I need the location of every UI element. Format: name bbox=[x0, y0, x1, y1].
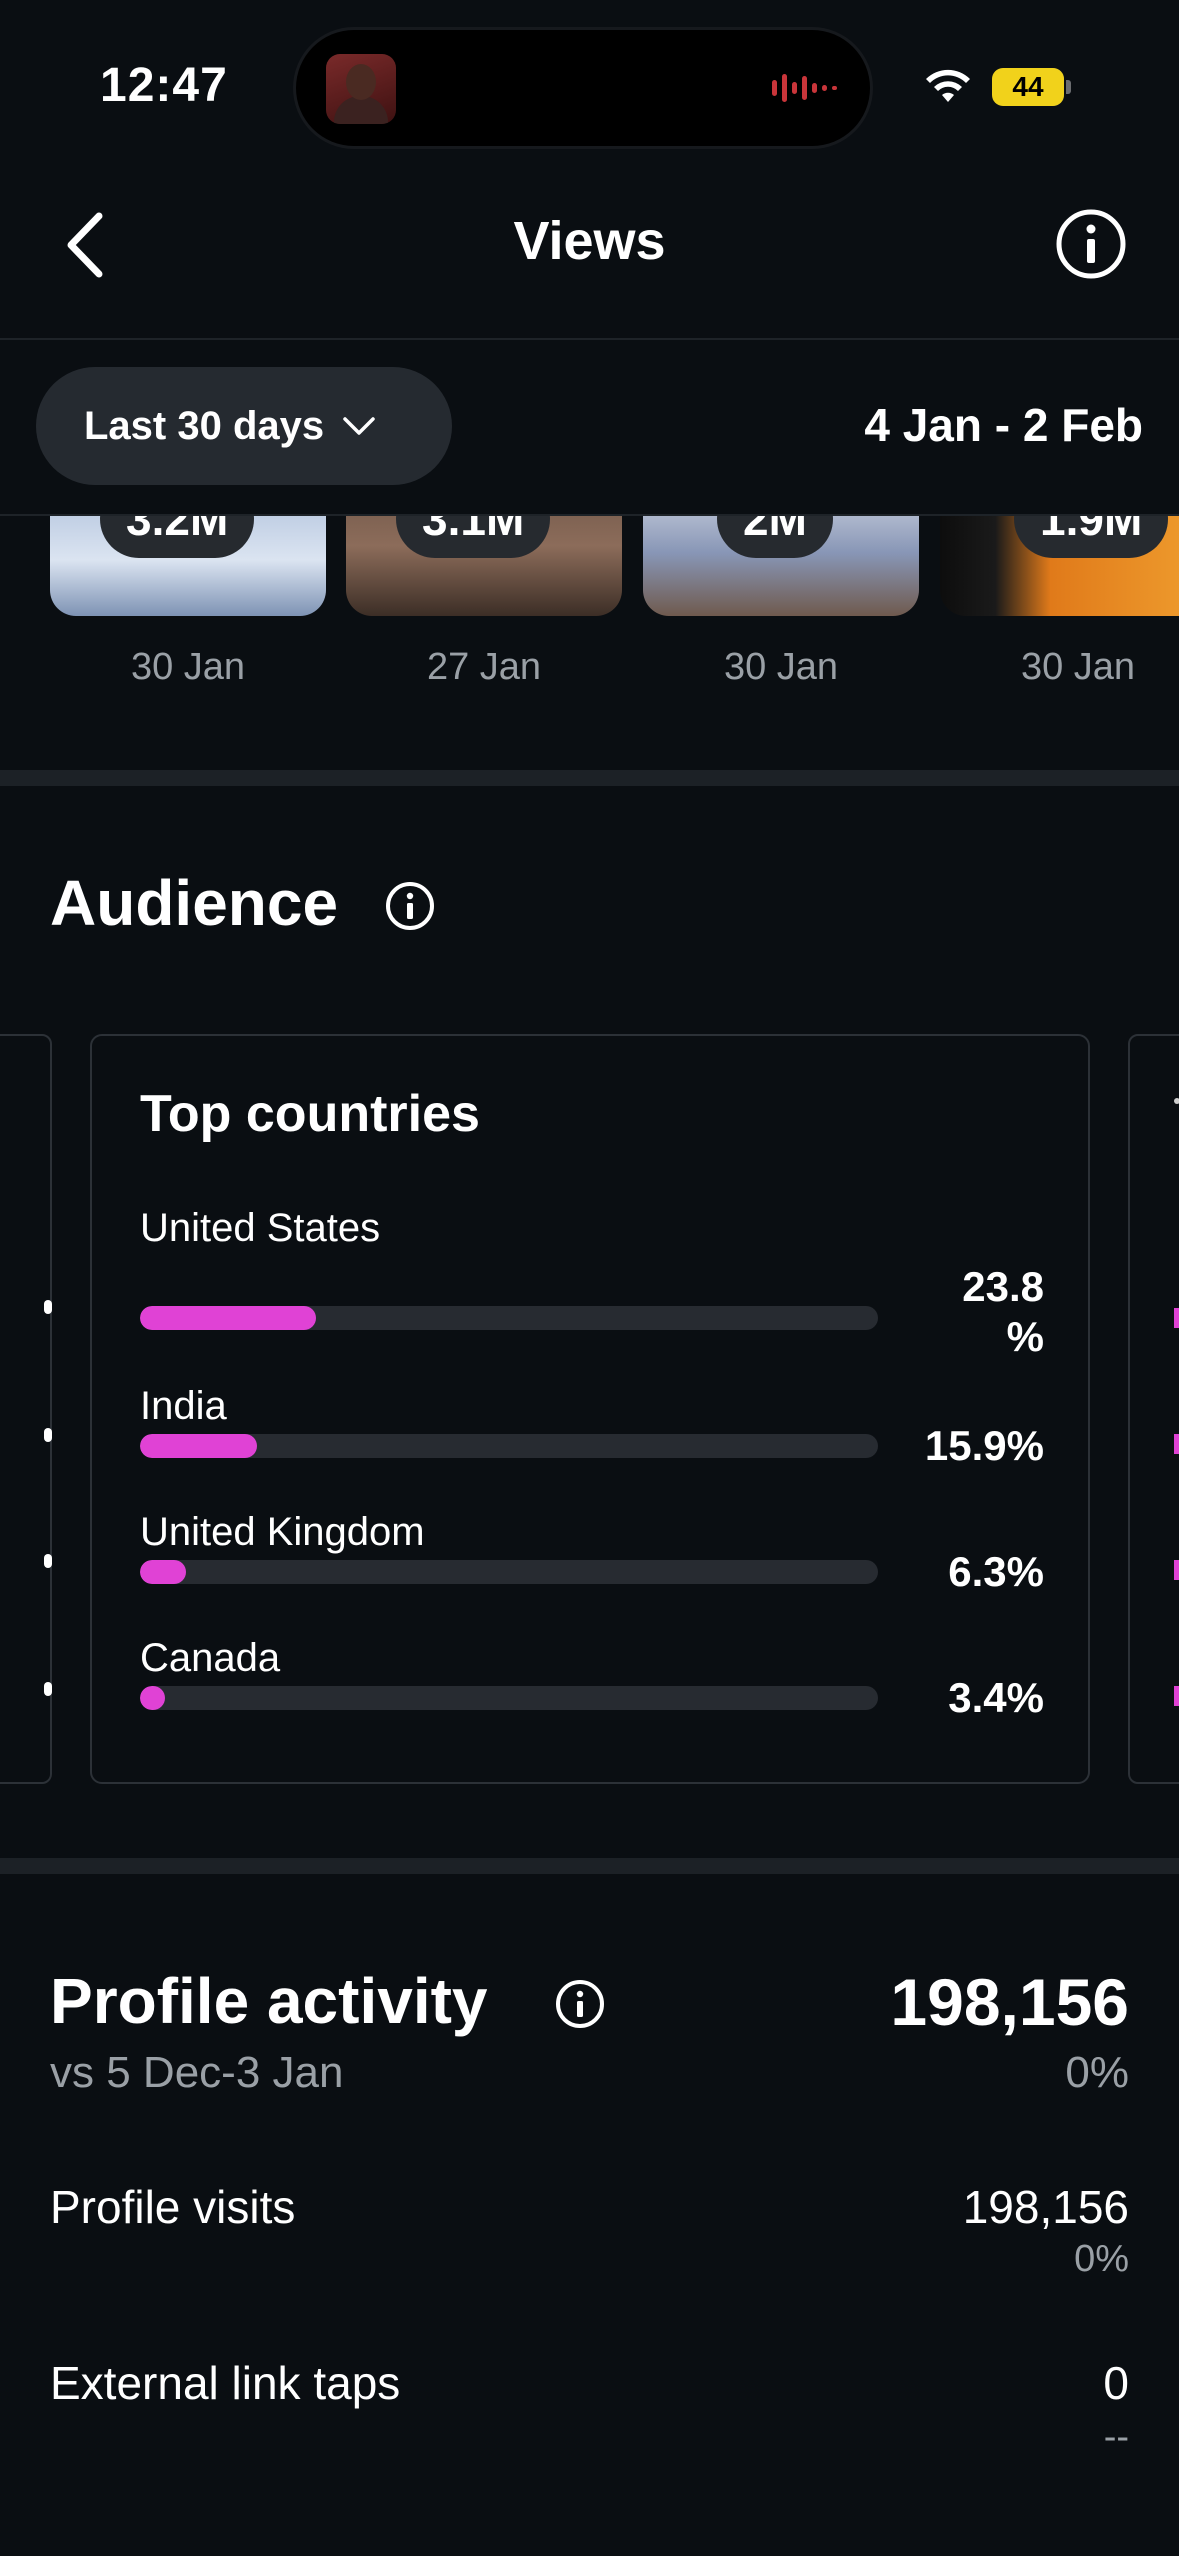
country-name: Canada bbox=[140, 1636, 281, 1680]
post-thumbnail[interactable]: 3.1M bbox=[346, 516, 622, 616]
date-range-dropdown[interactable]: Last 30 days bbox=[36, 367, 452, 485]
post-view-count: 3.2M bbox=[100, 516, 255, 558]
post-date: 27 Jan bbox=[426, 646, 542, 688]
country-row: United Kingdom 6.3% bbox=[140, 1510, 1044, 1610]
date-range-text: 4 Jan - 2 Feb bbox=[864, 399, 1143, 451]
post-thumbnail[interactable]: 2M bbox=[643, 516, 919, 616]
stub-marker bbox=[44, 1428, 52, 1442]
dynamic-island[interactable] bbox=[296, 30, 870, 146]
external-link-taps-change: -- bbox=[1103, 2416, 1129, 2458]
stub-bar bbox=[1174, 1560, 1179, 1580]
country-bar-track bbox=[140, 1434, 878, 1458]
status-time: 12:47 bbox=[100, 59, 228, 112]
country-percent: 3.4% bbox=[948, 1674, 1044, 1721]
country-percent: 15.9% bbox=[924, 1422, 1044, 1469]
profile-activity-total: 198,156 bbox=[890, 1965, 1129, 2039]
filter-divider bbox=[0, 514, 1179, 516]
top-posts-strip[interactable]: 3.2M 30 Jan 3.1M 27 Jan 2M 30 Jan 1.9M 3… bbox=[0, 516, 1179, 716]
card-title: Top countries bbox=[140, 1085, 480, 1143]
page-title: Views bbox=[513, 211, 666, 271]
country-row: United States 23.8 % bbox=[140, 1206, 1044, 1360]
comparison-period: vs 5 Dec-3 Jan bbox=[50, 2048, 344, 2097]
date-range-dropdown-label: Last 30 days bbox=[84, 403, 325, 448]
stub-marker bbox=[44, 1300, 52, 1314]
country-bar-track bbox=[140, 1686, 878, 1710]
post-thumbnail[interactable]: 1.9M bbox=[940, 516, 1179, 616]
info-icon[interactable] bbox=[1054, 207, 1128, 281]
country-name: United Kingdom bbox=[140, 1510, 425, 1554]
profile-visits-label: Profile visits bbox=[50, 2181, 296, 2233]
stub-bar bbox=[1174, 1308, 1179, 1328]
country-bar-fill bbox=[140, 1686, 166, 1710]
post-date: 30 Jan bbox=[1020, 646, 1136, 688]
stub-marker bbox=[44, 1682, 52, 1696]
battery-icon: 44 bbox=[992, 68, 1064, 106]
post-date: 30 Jan bbox=[723, 646, 839, 688]
stub-bar bbox=[1174, 1686, 1179, 1706]
post-view-count: 1.9M bbox=[1014, 516, 1169, 558]
profile-visits-value: 198,156 bbox=[962, 2181, 1129, 2233]
audience-title: Audience bbox=[50, 867, 339, 939]
profile-activity-change: 0% bbox=[1065, 2048, 1129, 2097]
top-countries-card[interactable]: Top countries United States 23.8 % India… bbox=[90, 1034, 1090, 1784]
post-date: 30 Jan bbox=[130, 646, 246, 688]
info-icon[interactable] bbox=[384, 880, 436, 932]
country-percent: 6.3% bbox=[948, 1548, 1044, 1595]
wifi-icon bbox=[926, 69, 970, 102]
external-link-taps-label: External link taps bbox=[50, 2357, 401, 2409]
country-bar-track bbox=[140, 1560, 878, 1584]
country-bar-fill bbox=[140, 1434, 258, 1458]
post-thumbnail[interactable]: 3.2M bbox=[50, 516, 326, 616]
country-name: United States bbox=[140, 1206, 381, 1250]
country-row: India 15.9% bbox=[140, 1384, 1044, 1484]
section-divider bbox=[0, 770, 1179, 786]
header-divider bbox=[0, 338, 1179, 340]
country-bar-fill bbox=[140, 1560, 187, 1584]
audio-wave-icon bbox=[772, 74, 837, 102]
external-link-taps-value: 0 bbox=[1103, 2357, 1129, 2409]
country-bar-track bbox=[140, 1306, 878, 1330]
info-icon[interactable] bbox=[554, 1978, 606, 2030]
country-percent: 23.8 % bbox=[962, 1263, 1044, 1360]
battery-nub bbox=[1066, 80, 1071, 94]
back-button[interactable] bbox=[50, 200, 120, 290]
post-view-count: 2M bbox=[717, 516, 833, 558]
profile-visits-change: 0% bbox=[1074, 2238, 1129, 2280]
stub-bar bbox=[1174, 1434, 1179, 1454]
profile-activity-title: Profile activity bbox=[50, 1965, 488, 2037]
next-audience-card[interactable] bbox=[1128, 1034, 1179, 1784]
post-view-count: 3.1M bbox=[396, 516, 551, 558]
country-row: Canada 3.4% bbox=[140, 1636, 1044, 1736]
country-name: India bbox=[140, 1384, 227, 1428]
stub-marker bbox=[1174, 1098, 1179, 1104]
section-divider bbox=[0, 1858, 1179, 1874]
chevron-down-icon bbox=[343, 417, 375, 435]
stub-marker bbox=[44, 1554, 52, 1568]
previous-audience-card[interactable] bbox=[0, 1034, 52, 1784]
country-bar-fill bbox=[140, 1306, 316, 1330]
now-playing-avatar bbox=[326, 54, 396, 124]
chevron-left-icon bbox=[67, 212, 103, 278]
